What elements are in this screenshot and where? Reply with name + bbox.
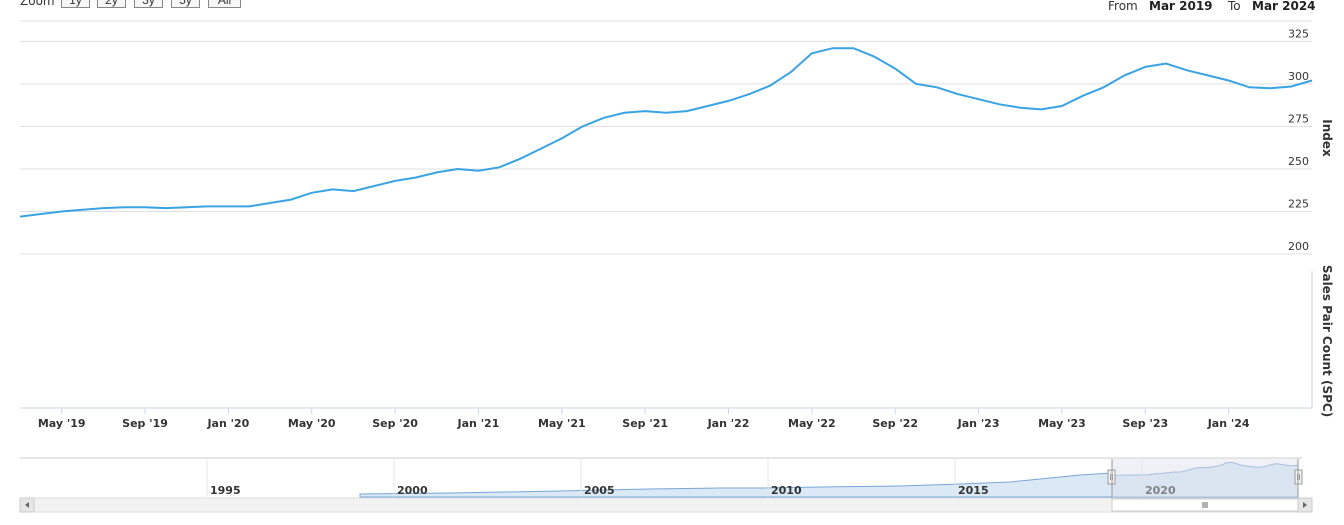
navigator[interactable]: 1995 2000 2005 2010 2015 2020 — [20, 457, 1303, 498]
navigator-year-label: 2005 — [584, 484, 615, 497]
navigator-year-label: 2020 — [1145, 484, 1176, 497]
navigator-year-lines — [206, 459, 1143, 497]
from-date-input[interactable]: Mar 2019 — [1149, 0, 1213, 13]
x-axis-ticks: May '19 Sep '19 Jan '20 May '20 Sep '20 Jan '… — [38, 408, 1250, 430]
x-tick-label: Sep '21 — [622, 417, 668, 430]
x-tick-label: May '23 — [1038, 417, 1086, 430]
x-tick-label: Jan '20 — [206, 417, 249, 430]
zoom-label: Zoom — [20, 0, 55, 8]
x-tick-label: Jan '21 — [457, 417, 500, 430]
y-gridlines — [20, 20, 1312, 255]
x-tick-label: Jan '23 — [957, 417, 1000, 430]
range-toolbar: Zoom 1y 2y 3y 5y All From Mar 2019 To Ma… — [0, 0, 1344, 16]
x-tick-label: May '19 — [38, 417, 86, 430]
x-tick-label: Jan '22 — [707, 417, 750, 430]
x-tick-label: May '21 — [538, 417, 586, 430]
navigator-year-label: 1995 — [210, 484, 241, 497]
x-tick-label: Jan '24 — [1207, 417, 1250, 430]
index-series-line — [19, 47, 1313, 218]
navigator-year-label: 2010 — [771, 484, 802, 497]
x-tick-label: Sep '23 — [1122, 417, 1168, 430]
x-tick-label: May '22 — [788, 417, 836, 430]
spc-axis-title: Sales Pair Count (SPC) — [1320, 265, 1334, 417]
navigator-year-labels: 1995 2000 2005 2010 2015 2020 — [210, 484, 1176, 497]
y-tick-label: 325 — [1288, 27, 1309, 40]
zoom-all-button[interactable]: All — [208, 0, 241, 8]
x-tick-label: May '20 — [288, 417, 336, 430]
from-label: From — [1108, 0, 1138, 13]
y-tick-label: 275 — [1288, 112, 1309, 125]
scroll-left-arrow-icon — [25, 502, 29, 508]
navigator-selection[interactable] — [1112, 459, 1298, 497]
zoom-5y-button[interactable]: 5y — [171, 0, 200, 8]
zoom-3y-button[interactable]: 3y — [134, 0, 163, 8]
navigator-year-label: 2015 — [958, 484, 989, 497]
y-tick-label: 300 — [1288, 70, 1309, 83]
navigator-year-label: 2000 — [397, 484, 428, 497]
x-tick-label: Sep '19 — [122, 417, 168, 430]
x-tick-label: Sep '20 — [372, 417, 418, 430]
x-tick-label: Sep '22 — [872, 417, 918, 430]
to-date-input[interactable]: Mar 2024 — [1252, 0, 1316, 13]
y-tick-label: 250 — [1288, 155, 1309, 168]
index-axis-title: Index — [1320, 119, 1334, 157]
navigator-scrollbar[interactable] — [19, 497, 1313, 513]
scroll-right-arrow-icon — [1303, 502, 1307, 508]
zoom-2y-button[interactable]: 2y — [97, 0, 126, 8]
y-tick-label: 225 — [1288, 197, 1309, 210]
to-label: To — [1228, 0, 1241, 13]
y-axis-ticks: 200 225 250 275 300 325 — [1288, 27, 1309, 253]
y-tick-label: 200 — [1288, 240, 1309, 253]
zoom-1y-button[interactable]: 1y — [61, 0, 90, 8]
